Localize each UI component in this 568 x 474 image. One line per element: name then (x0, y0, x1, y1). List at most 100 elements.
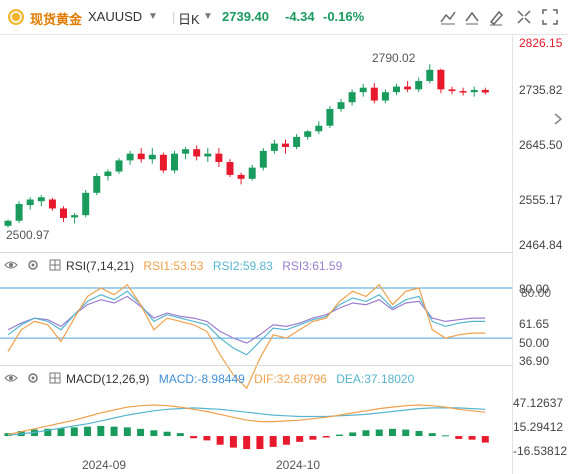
candle-body (137, 153, 145, 160)
axis-collapse-icon[interactable] (553, 112, 563, 126)
rsi-axis-label: 50.00 (519, 336, 550, 350)
candle-body (15, 203, 23, 221)
candle-body (426, 69, 434, 81)
candle-body (259, 150, 267, 168)
macd-histogram-bar (57, 428, 65, 437)
indicator-box-icon[interactable] (49, 372, 61, 387)
indicator-box-icon[interactable] (49, 259, 61, 274)
macd-header: MACD(12,26,9) MACD:-8.98449 DIF:32.68796… (4, 372, 420, 387)
rsi-axis-label: 80.00 (519, 282, 550, 296)
timeframe-selector[interactable]: 日K (178, 12, 200, 27)
panel-divider (0, 365, 512, 366)
indicator-icon[interactable] (438, 7, 458, 27)
candle-body (470, 89, 478, 93)
candle-body (37, 197, 45, 202)
macd-histogram-bar (137, 428, 145, 437)
rsi-title: RSI(7,14,21) (66, 259, 135, 273)
macd-histogram-bar (84, 426, 92, 437)
rsi3-value: RSI3:61.59 (282, 259, 343, 273)
macd-histogram-bar (203, 436, 211, 441)
hide-eye-icon[interactable] (4, 259, 18, 274)
macd-histogram-bar (269, 436, 277, 447)
rsi2-line (7, 290, 486, 356)
price-change-pct: -0.16% (323, 9, 365, 24)
candle-body (48, 199, 56, 209)
timeframe-dropdown-icon[interactable]: ▼ (203, 11, 213, 22)
rsi2-value: RSI2:59.83 (212, 259, 273, 273)
macd-histogram-bar (70, 427, 78, 437)
collapse-icon[interactable] (514, 7, 534, 27)
symbol-toolbar: 现货黄金 XAUUSD ▼ | 日K ▼ 2739.40 -4.34 -0.16… (0, 0, 568, 35)
candle-body (237, 174, 245, 179)
axis-label: 2464.84 (519, 238, 563, 252)
fullscreen-icon[interactable] (540, 7, 560, 27)
macd-histogram-bar (455, 436, 463, 439)
macd-histogram-bar (123, 427, 131, 437)
macd-histogram-bar (428, 433, 436, 437)
candle-body (204, 153, 212, 157)
macd-histogram-bar (468, 436, 476, 440)
macd-histogram-bar (335, 434, 343, 437)
candle-body (26, 199, 34, 206)
candle-body (126, 153, 134, 161)
rsi3-line (7, 295, 486, 344)
macd-axis-label: 47.12637 (513, 396, 564, 410)
candle-body (315, 125, 323, 132)
rsi-axis-label: 36.90 (519, 354, 550, 368)
candle-body (393, 86, 400, 93)
candle-body (148, 154, 156, 160)
rsi-axis-label: 61.65 (519, 317, 550, 331)
x-axis-label: 2024-09 (82, 458, 127, 472)
candle-body (481, 89, 489, 93)
macd-histogram-bar (481, 436, 489, 443)
symbol-dropdown-icon[interactable]: ▼ (148, 11, 158, 22)
candle-body (171, 153, 178, 171)
candle-body (215, 153, 223, 163)
candle-body (404, 86, 412, 90)
settings-gear-icon[interactable] (27, 259, 39, 274)
candle-body (159, 154, 167, 171)
last-price: 2739.40 (222, 9, 269, 24)
draw-pencil-icon[interactable] (486, 7, 506, 27)
macd-histogram-bar (216, 436, 224, 445)
axis-label: 2645.50 (519, 138, 563, 152)
macd-histogram-bar (150, 430, 158, 437)
hide-eye-icon[interactable] (4, 372, 18, 387)
high-annotation: 2790.02 (372, 51, 416, 65)
macd-histogram-bar (322, 436, 330, 438)
candle-body (182, 149, 190, 154)
candle-body (282, 143, 289, 147)
rsi-header: RSI(7,14,21) RSI1:53.53 RSI2:59.83 RSI3:… (4, 259, 348, 274)
candle-body (193, 149, 201, 157)
macd-histogram-bar (309, 436, 317, 440)
rsi1-line (7, 283, 486, 390)
macd-value: MACD:-8.98449 (158, 372, 245, 386)
candle-body (248, 167, 256, 179)
candle-body (82, 192, 90, 216)
candle-body (348, 92, 356, 103)
rsi1-value: RSI1:53.53 (143, 259, 204, 273)
dea-value: DEA:37.18020 (336, 372, 415, 386)
candle-body (304, 131, 312, 137)
macd-histogram-bar (442, 435, 450, 437)
candle-body (459, 91, 467, 93)
dif-value: DIF:32.68796 (254, 372, 327, 386)
candle-body (415, 80, 423, 90)
settings-gear-icon[interactable] (27, 372, 39, 387)
compare-icon[interactable] (462, 7, 482, 27)
symbol-name: 现货黄金 (30, 12, 83, 27)
dif-line (7, 404, 486, 436)
macd-histogram-bar (349, 432, 357, 437)
candle-body (448, 89, 456, 92)
candle-body (4, 220, 12, 226)
candle-body (337, 102, 345, 109)
panel-divider (0, 252, 512, 253)
candle-body (359, 87, 367, 93)
candle-body (93, 176, 101, 193)
macd-histogram-bar (402, 429, 410, 437)
symbol-code[interactable]: XAUUSD (88, 9, 143, 24)
low-annotation: 2500.97 (6, 228, 50, 242)
kline-chart[interactable] (0, 34, 512, 474)
price-change: -4.34 (285, 9, 315, 24)
macd-histogram-bar (4, 433, 12, 437)
